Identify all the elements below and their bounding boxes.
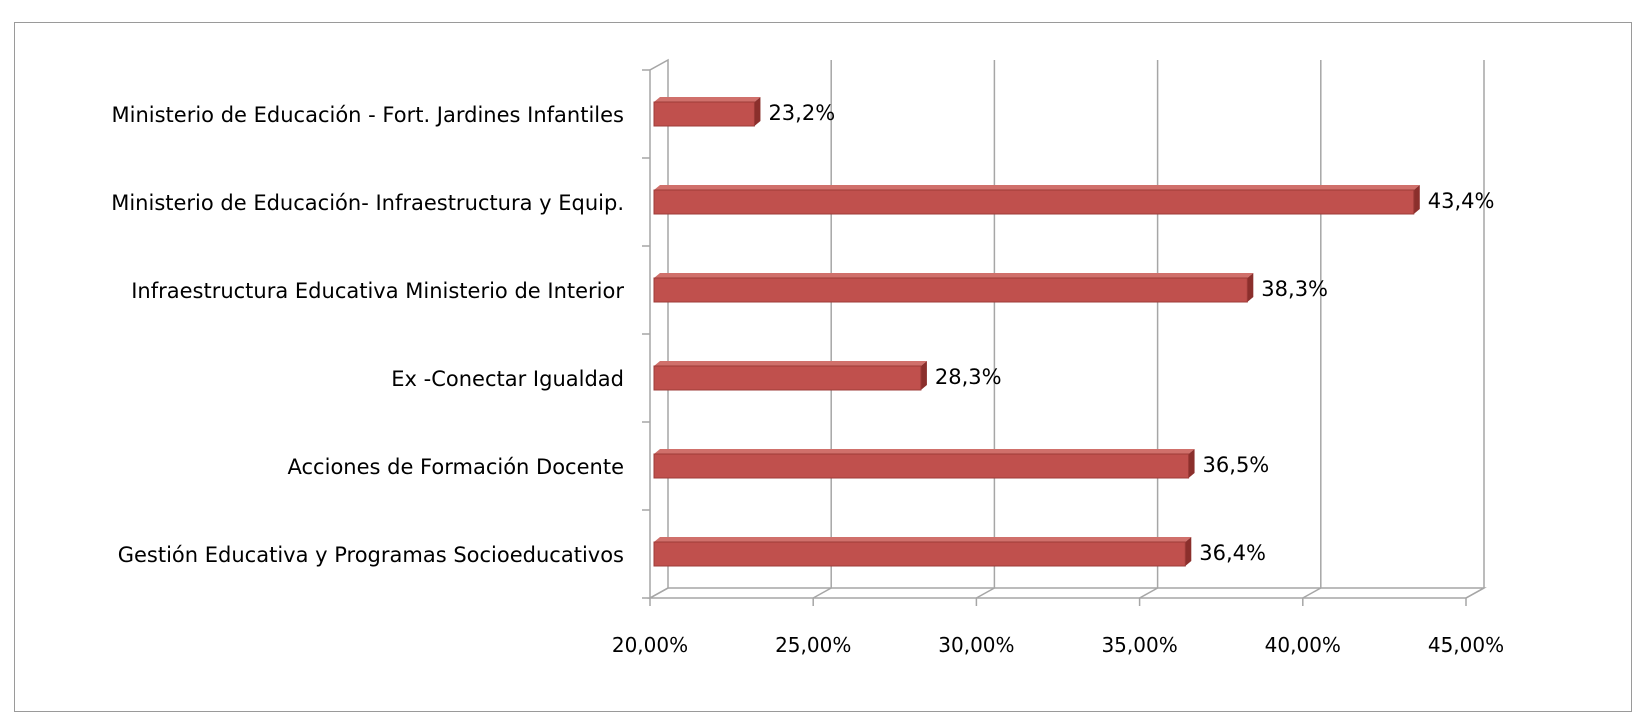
x-tick-labels: 20,00% 25,00% 30,00% 35,00% 40,00% 45,00% bbox=[612, 633, 1504, 657]
bar-top bbox=[654, 361, 927, 366]
category-label: Ministerio de Educación- Infraestructura… bbox=[111, 191, 624, 215]
bar-top bbox=[654, 537, 1192, 542]
bar bbox=[653, 453, 1190, 479]
bar bbox=[653, 365, 922, 391]
bar bbox=[653, 541, 1186, 567]
x-tick-label: 45,00% bbox=[1428, 633, 1504, 657]
bar bbox=[653, 277, 1248, 303]
data-label: 23,2% bbox=[768, 101, 835, 125]
category-label: Ex -Conectar Igualdad bbox=[391, 367, 624, 391]
x-tick-label: 30,00% bbox=[938, 633, 1014, 657]
bar bbox=[653, 189, 1415, 215]
data-label: 43,4% bbox=[1428, 189, 1495, 213]
gridline-depth bbox=[1302, 587, 1322, 599]
category-label: Ministerio de Educación - Fort. Jardines… bbox=[112, 103, 624, 127]
left-wall bbox=[649, 58, 669, 600]
chart-walls bbox=[642, 58, 1487, 600]
data-label: 36,4% bbox=[1199, 541, 1266, 565]
category-label: Acciones de Formación Docente bbox=[288, 455, 624, 479]
bar-top bbox=[654, 449, 1195, 454]
bar-side bbox=[1188, 449, 1195, 478]
x-tick-label: 40,00% bbox=[1265, 633, 1341, 657]
x-tick-label: 35,00% bbox=[1101, 633, 1177, 657]
bar-side bbox=[1413, 185, 1420, 214]
bar-side bbox=[1185, 537, 1192, 566]
gridlines bbox=[649, 60, 1485, 606]
gridline-depth bbox=[1139, 587, 1158, 599]
bars bbox=[653, 97, 1420, 567]
category-label: Gestión Educativa y Programas Socioeduca… bbox=[118, 543, 624, 567]
floor bbox=[647, 587, 1487, 599]
category-label: Infraestructura Educativa Ministerio de … bbox=[131, 279, 624, 303]
bar-top bbox=[654, 97, 761, 102]
x-tick-label: 25,00% bbox=[775, 633, 851, 657]
bar-top bbox=[654, 185, 1420, 190]
bar-top bbox=[654, 273, 1254, 278]
data-label: 38,3% bbox=[1261, 277, 1328, 301]
category-labels: Ministerio de Educación - Fort. Jardines… bbox=[111, 103, 624, 567]
data-labels: 23,2% 43,4% 38,3% 28,3% 36,5% 36,4% bbox=[768, 101, 1494, 565]
bar-side bbox=[920, 361, 927, 390]
data-label: 36,5% bbox=[1203, 453, 1270, 477]
gridline-depth bbox=[812, 587, 832, 599]
bar bbox=[653, 101, 755, 127]
gridline-depth bbox=[976, 587, 995, 599]
bar-side bbox=[754, 97, 761, 126]
x-tick-label: 20,00% bbox=[612, 633, 688, 657]
bar-side bbox=[1247, 273, 1254, 302]
data-label: 28,3% bbox=[935, 365, 1002, 389]
gridline-depth bbox=[1465, 587, 1485, 599]
